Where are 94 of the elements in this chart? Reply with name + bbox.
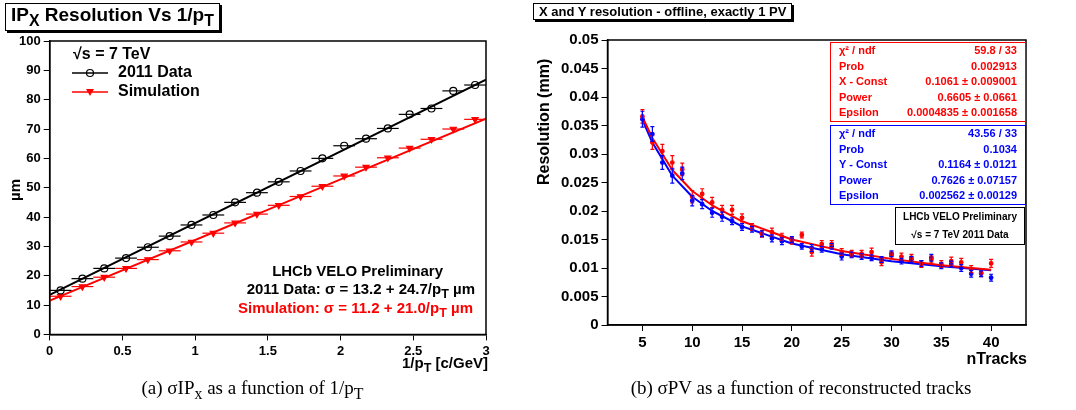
y-tick-label: 0.02 xyxy=(569,201,599,219)
point xyxy=(56,286,65,295)
annotation: χ² / ndf xyxy=(839,126,876,141)
chart-title: X and Y resolution - offline, exactly 1 PV xyxy=(533,3,793,20)
y-tick-label: 80 xyxy=(26,91,41,107)
y-tick-label: 10 xyxy=(26,296,41,312)
y-tick-label: 60 xyxy=(26,149,41,165)
y-axis-title: Resolution (mm) xyxy=(535,58,553,185)
point xyxy=(231,198,240,207)
point xyxy=(449,86,458,95)
y-tick-label: 90 xyxy=(26,61,41,77)
annotation: Power xyxy=(839,172,873,188)
annotation: Prob xyxy=(839,141,865,157)
y-tick-label: 70 xyxy=(26,120,41,136)
point xyxy=(274,177,283,186)
x-tick-label: 1.5 xyxy=(258,342,277,358)
point xyxy=(383,124,392,133)
y-tick-label: 0.015 xyxy=(560,229,599,247)
annotation: 43.56 / 33 xyxy=(968,126,1017,141)
y-tick-label: 100 xyxy=(18,32,41,48)
text: (b) σPV as a function of reconstructed tracks xyxy=(629,377,973,399)
annotation: Simulation: σ = 11.2 + 21.0/p$_{T}$ µm xyxy=(238,299,473,320)
chart-title: IP$_{X}$ Resolution Vs 1/p$_{T}$ xyxy=(5,3,220,31)
point xyxy=(405,110,414,119)
annotation: Power xyxy=(839,89,873,105)
annotation: 0.7626 ± 0.07157 xyxy=(931,172,1017,188)
annotation: LHCb VELO Preliminary xyxy=(272,262,443,279)
y-tick-label: 0.045 xyxy=(560,58,599,76)
x-tick-label: 5 xyxy=(638,333,647,351)
x-tick-label: 10 xyxy=(683,333,701,351)
y-tick-label: 0.01 xyxy=(569,258,599,276)
x-tick-label: 2 xyxy=(336,342,345,358)
x-tick-label: 0 xyxy=(46,342,54,358)
point xyxy=(252,188,262,197)
annotation: LHCb VELO Preliminary xyxy=(902,210,1018,224)
point xyxy=(166,248,174,255)
x-tick-label: 35 xyxy=(932,333,950,351)
point xyxy=(384,155,392,162)
y-tick-label: 20 xyxy=(26,267,41,283)
point xyxy=(296,166,305,176)
annotation: 0.1164 ± 0.0121 xyxy=(938,157,1017,172)
annotation: 59.8 / 33 xyxy=(974,43,1017,58)
legend-label: 2011 Data xyxy=(118,63,192,80)
y-tick-label: 0 xyxy=(590,315,599,333)
annotation: X - Const xyxy=(839,74,888,89)
y-tick-label: 40 xyxy=(26,208,41,224)
y-tick-label: 0.035 xyxy=(560,115,599,133)
y-tick-label: 0.025 xyxy=(560,172,599,190)
legend-label: Simulation xyxy=(118,82,200,99)
annotation: 0.0004835 ± 0.001658 xyxy=(906,105,1017,120)
annotation: √s = 7 TeV 2011 Data xyxy=(910,228,1010,242)
point xyxy=(209,210,218,220)
annotation: 2011 Data: σ = 13.2 + 24.7/p$_{T}$ µm xyxy=(246,280,475,301)
y-tick-label: 0.03 xyxy=(569,144,599,162)
annotation: χ² / ndf xyxy=(839,43,876,58)
y-tick-label: 30 xyxy=(26,237,41,253)
point xyxy=(165,232,174,241)
x-tick-label: 30 xyxy=(883,333,900,351)
point xyxy=(340,141,349,150)
annotation: 0.1061 ± 0.009001 xyxy=(925,74,1017,89)
point xyxy=(427,104,436,113)
point xyxy=(78,284,87,291)
point xyxy=(144,257,152,264)
y-tick-label: 0.04 xyxy=(569,87,600,105)
x-tick-label: 40 xyxy=(982,333,1000,351)
annotation: Prob xyxy=(839,58,865,74)
point xyxy=(100,264,109,273)
annotation: Y - Const xyxy=(839,157,888,172)
point xyxy=(470,80,480,90)
y-tick-label: 50 xyxy=(26,179,41,195)
x-tick-label: 20 xyxy=(783,333,801,351)
y-tick-label: 0.05 xyxy=(569,30,599,48)
x-tick-label: 15 xyxy=(733,333,751,351)
annotation: 0.6605 ± 0.0661 xyxy=(937,89,1017,105)
x-tick-label: 25 xyxy=(833,333,851,351)
text: (a) σIP$_{x}$ as a function of 1/p$_{T}$ xyxy=(140,377,365,403)
y-axis-title: µm xyxy=(5,178,23,202)
annotation: 0.002913 xyxy=(971,58,1017,74)
annotation: Epsilon xyxy=(839,188,879,203)
point xyxy=(187,220,196,230)
x-tick-label: 0.5 xyxy=(113,342,132,358)
annotation: Epsilon xyxy=(839,105,879,120)
y-tick-label: 0.005 xyxy=(560,286,599,304)
x-tick-label: 1 xyxy=(191,342,199,358)
point xyxy=(121,254,131,263)
point xyxy=(361,134,371,143)
x-axis-title: nTracks xyxy=(966,350,1027,368)
annotation: 0.002562 ± 0.00129 xyxy=(919,188,1017,203)
point xyxy=(296,194,305,201)
point xyxy=(143,243,152,252)
annotation: 0.1034 xyxy=(983,141,1017,157)
point xyxy=(318,154,327,163)
annotation: √s = 7 TeV xyxy=(73,45,151,63)
point xyxy=(78,274,87,283)
